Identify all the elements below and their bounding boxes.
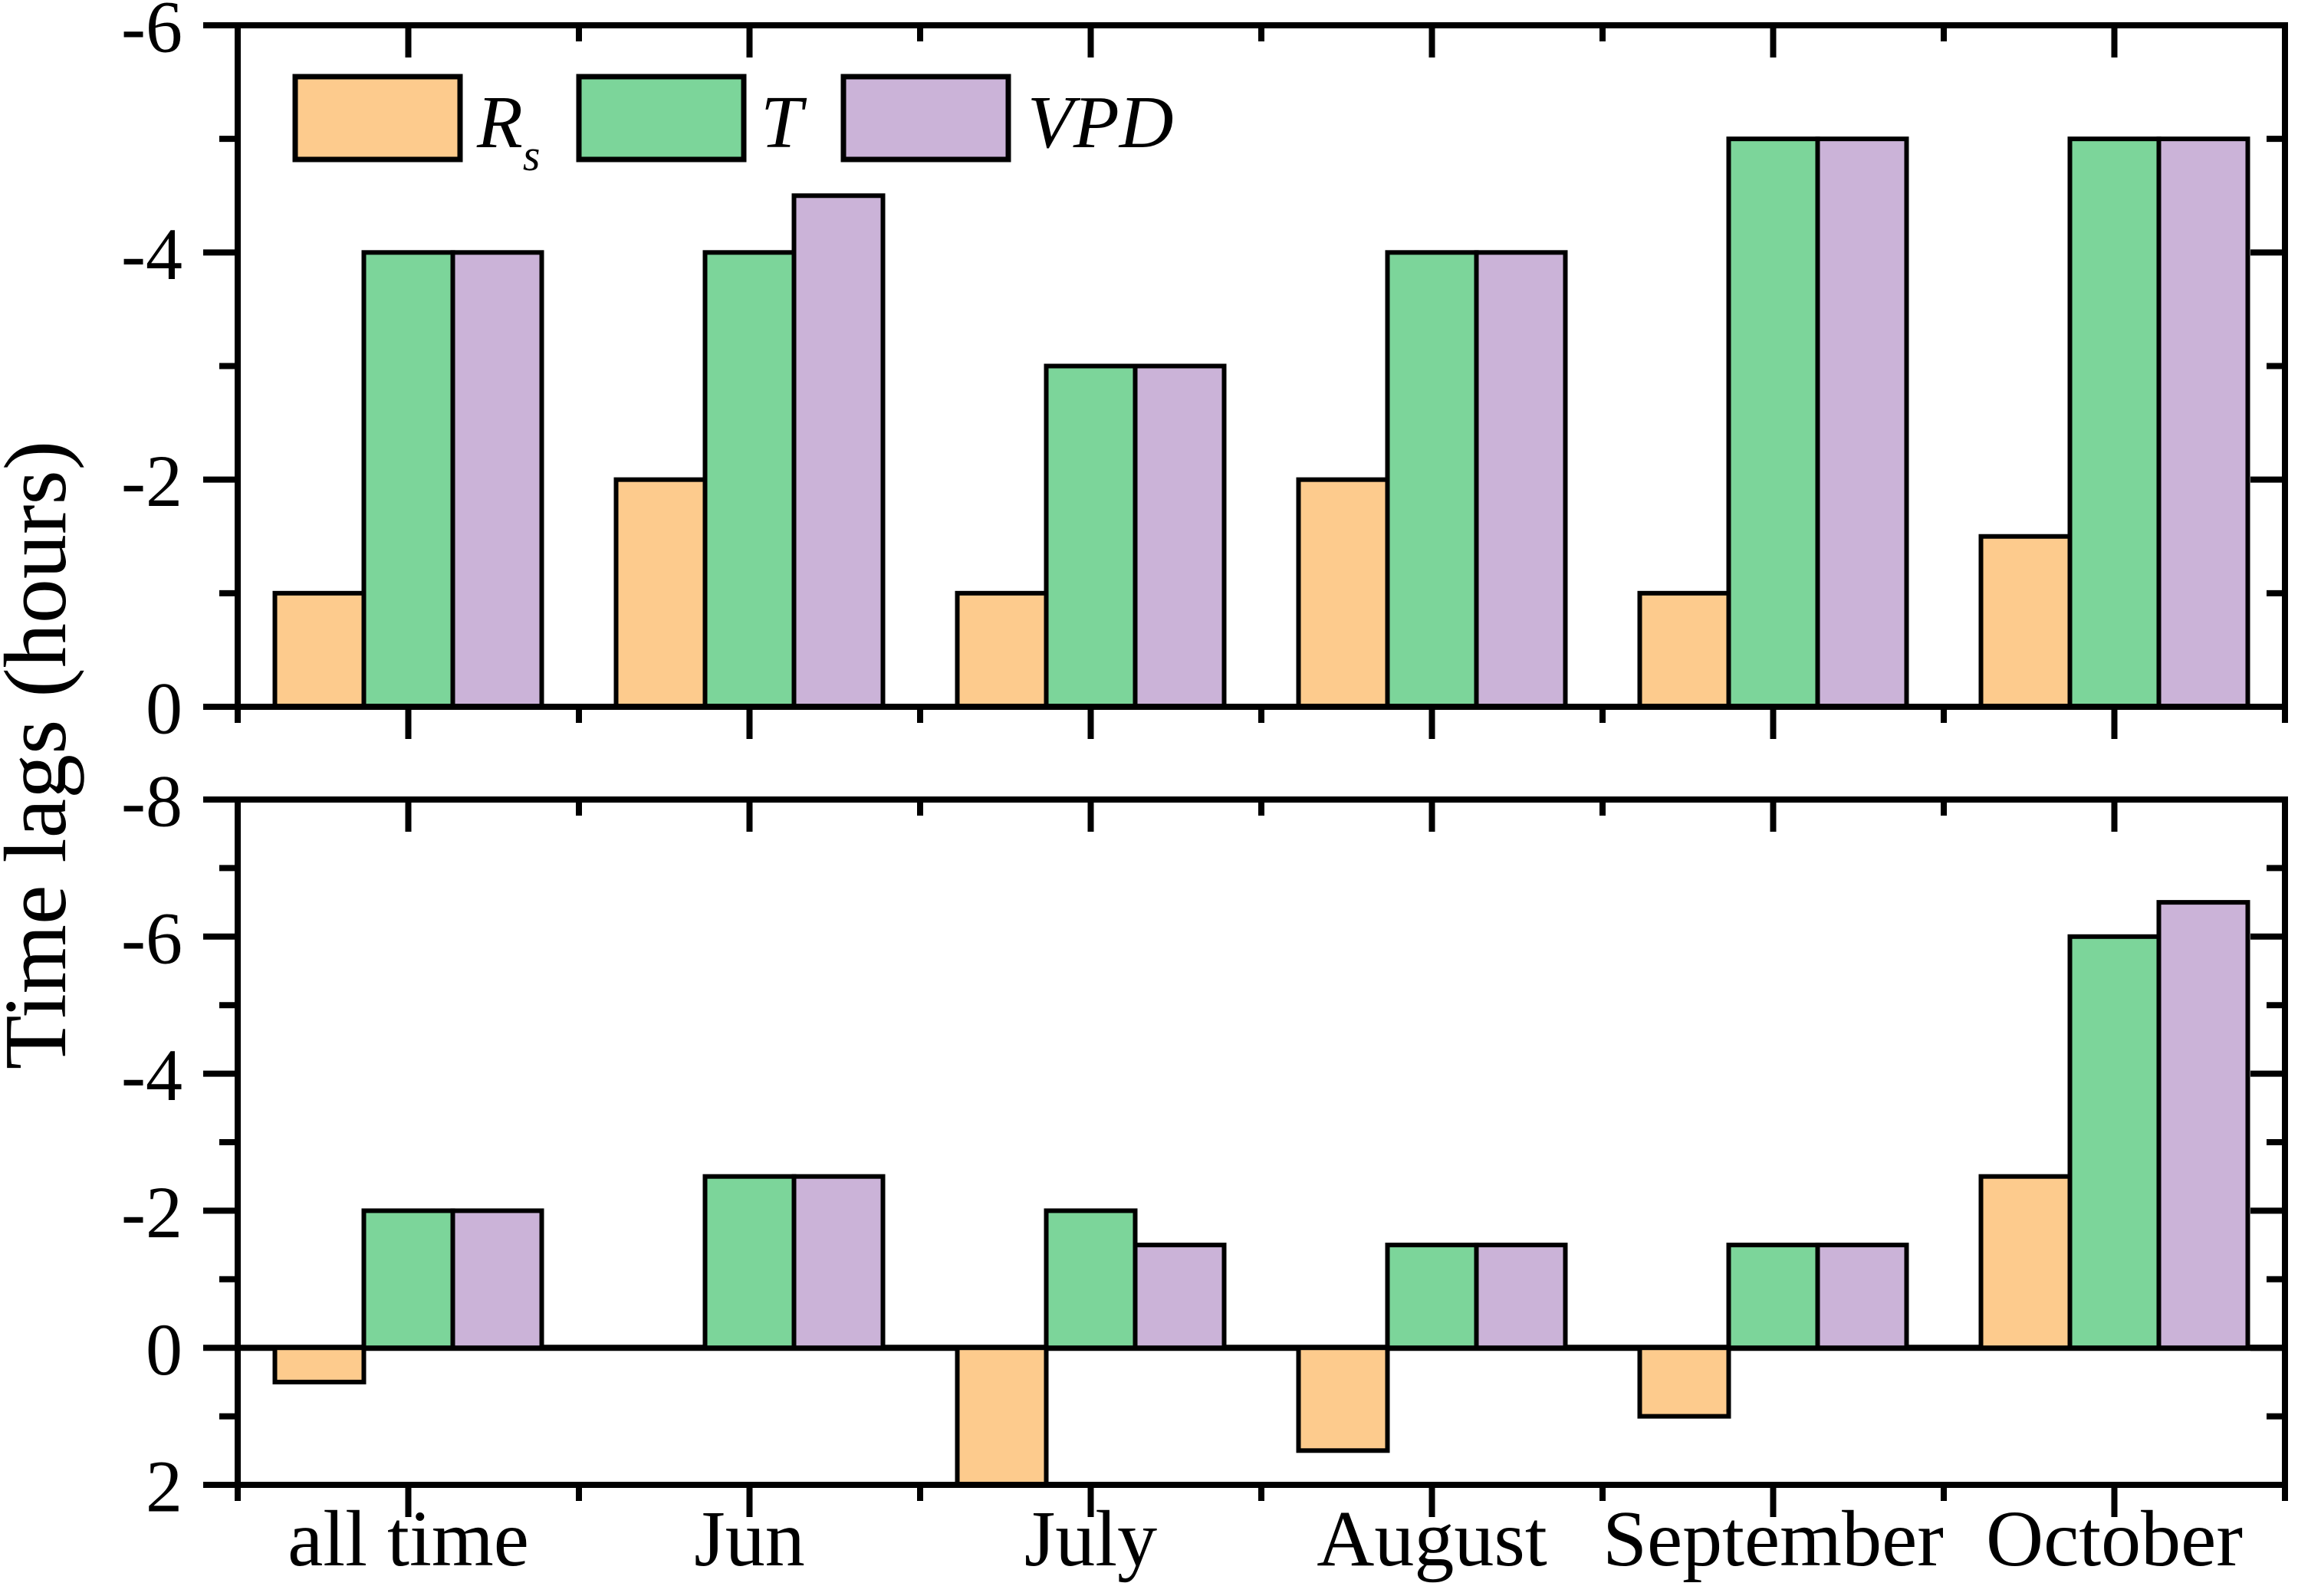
bar-bottom-VPD-5 xyxy=(2156,900,2250,1351)
y-tick-label: -6 xyxy=(121,897,182,979)
bar-top-VPD-1 xyxy=(791,193,886,709)
bar-top-T-4 xyxy=(1726,136,1820,709)
y-tick-label: -4 xyxy=(121,213,182,295)
bar-bottom-VPD-1 xyxy=(791,1174,886,1351)
bar-bottom-VPD-3 xyxy=(1474,1243,1568,1351)
x-category-label: July xyxy=(1024,1495,1157,1583)
bar-top-Rs-4 xyxy=(1637,590,1731,709)
y-tick-label: -8 xyxy=(121,760,182,842)
y-tick-label: 2 xyxy=(146,1446,182,1528)
bar-top-T-5 xyxy=(2067,136,2162,709)
bar-bottom-Rs-2 xyxy=(955,1345,1049,1487)
x-category-label: all time xyxy=(288,1495,529,1583)
bar-bottom-Rs-0 xyxy=(272,1345,367,1384)
bar-bottom-T-0 xyxy=(361,1208,455,1351)
y-tick-label: 0 xyxy=(146,1309,182,1391)
bar-top-Rs-2 xyxy=(955,590,1049,709)
bar-bottom-T-4 xyxy=(1726,1243,1820,1351)
y-tick-label: -6 xyxy=(121,0,182,68)
y-tick-label: 0 xyxy=(146,668,182,750)
bar-top-T-2 xyxy=(1044,363,1138,709)
bar-bottom-Rs-5 xyxy=(1978,1174,2073,1351)
legend-label: T xyxy=(761,81,807,164)
y-tick-label: -4 xyxy=(121,1034,182,1116)
bar-top-T-0 xyxy=(361,250,455,710)
bar-top-Rs-0 xyxy=(272,590,367,709)
bar-top-Rs-1 xyxy=(613,477,708,710)
bar-bottom-T-3 xyxy=(1385,1243,1479,1351)
bar-bottom-Rs-3 xyxy=(1296,1345,1390,1453)
legend: Rs T VPD xyxy=(292,74,1174,180)
legend-label: VPD xyxy=(1027,81,1174,164)
bar-bottom-T-2 xyxy=(1044,1208,1138,1351)
y-axis-title: Time lags (hours) xyxy=(0,441,85,1070)
bar-bottom-Rs-4 xyxy=(1637,1345,1731,1419)
x-category-label: August xyxy=(1317,1495,1547,1583)
legend-label-subscript: s xyxy=(523,130,541,180)
x-category-label: Jun xyxy=(694,1495,804,1583)
bar-top-VPD-0 xyxy=(450,250,544,710)
bar-top-VPD-5 xyxy=(2156,136,2250,709)
x-category-label: October xyxy=(1986,1495,2243,1583)
panel-bottom: 2 0 -2 -4 -6 -8 all time Jun July August September… xyxy=(121,760,2288,1583)
panel-top: 0 -2 -4 -6 xyxy=(121,0,2288,750)
legend-swatch-Rs xyxy=(292,74,463,163)
bar-top-VPD-2 xyxy=(1133,363,1227,709)
bar-bottom-T-1 xyxy=(702,1174,797,1351)
y-tick-label: -2 xyxy=(121,440,182,522)
bar-bottom-VPD-4 xyxy=(1815,1243,1909,1351)
x-category-label: September xyxy=(1603,1495,1944,1583)
bar-top-VPD-4 xyxy=(1815,136,1909,709)
y-tick-label: -2 xyxy=(121,1171,182,1253)
bar-top-Rs-5 xyxy=(1978,534,2073,709)
legend-swatch-T xyxy=(576,74,747,163)
bar-top-T-1 xyxy=(702,250,797,710)
bar-bottom-T-5 xyxy=(2067,934,2162,1351)
legend-swatch-VPD xyxy=(840,74,1011,163)
bar-bottom-VPD-2 xyxy=(1133,1243,1227,1351)
bar-top-T-3 xyxy=(1385,250,1479,710)
bar-top-VPD-3 xyxy=(1474,250,1568,710)
bar-top-Rs-3 xyxy=(1296,477,1390,710)
bar-bottom-VPD-0 xyxy=(450,1208,544,1351)
